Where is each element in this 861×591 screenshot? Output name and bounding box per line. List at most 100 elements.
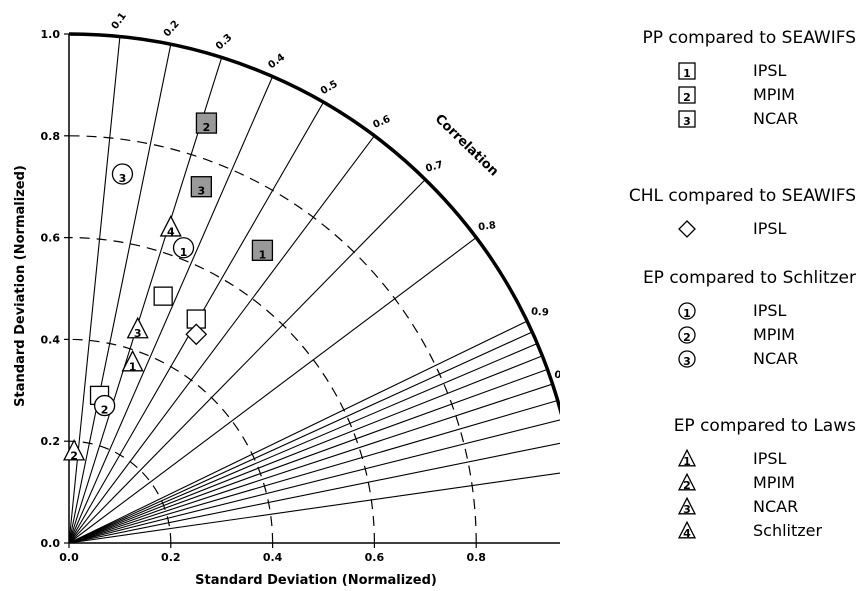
data-point-triangle — [159, 214, 182, 237]
correlation-line — [68, 419, 560, 544]
data-point-label: 4 — [167, 225, 175, 238]
y-axis-label: Standard Deviation (Normalized) — [13, 165, 28, 407]
data-point-label: 3 — [119, 172, 127, 185]
data-point-square-filled — [251, 239, 274, 261]
data-point-circle — [172, 237, 195, 259]
legend-item-label: IPSL — [753, 301, 787, 320]
legend-marker-shape — [678, 302, 696, 320]
legend: PP compared to SEAWIFS 1 IPSL 2 MPIM 3 NCAR CHL… — [560, 0, 860, 591]
correlation-line — [68, 442, 560, 544]
data-point-label: 3 — [134, 327, 142, 340]
data-point-label: 2 — [203, 121, 211, 134]
legend-marker: 1 — [678, 302, 696, 320]
legend-item-label: IPSL — [753, 219, 787, 238]
correlation-label: 0.2 — [162, 19, 182, 40]
legend-group-title: CHL compared to SEAWIFS — [628, 186, 856, 206]
data-point-label: 2 — [70, 449, 78, 462]
legend-marker-shape — [677, 472, 697, 491]
correlation-line — [68, 472, 560, 544]
x-tick-label: 0.8 — [466, 551, 486, 564]
legend-marker-shape — [677, 496, 697, 515]
data-point-square — [153, 286, 173, 306]
x-tick-label: 0.4 — [263, 551, 283, 564]
legend-marker: 2 — [677, 472, 697, 492]
legend-marker: 3 — [678, 110, 696, 128]
correlation-line — [68, 399, 558, 544]
correlation-label: 0.9 — [531, 306, 550, 318]
correlation-label: 0.7 — [424, 159, 444, 174]
data-point-label: 1 — [259, 248, 267, 261]
legend-marker-shape — [677, 520, 697, 539]
legend-marker-shape — [678, 62, 696, 80]
y-tick-label: 0.2 — [41, 435, 61, 448]
correlation-line — [68, 343, 538, 544]
correlation-label: 0.1 — [110, 11, 129, 32]
legend-group-title: PP compared to SEAWIFS — [642, 28, 857, 48]
data-point-square-filled — [195, 112, 218, 134]
correlation-line — [68, 383, 553, 544]
legend-item-label: MPIM — [753, 325, 795, 344]
legend-marker-number: 4 — [683, 527, 691, 540]
legend-marker: 4 — [677, 520, 697, 540]
data-point-triangle — [126, 316, 149, 339]
data-point-triangle — [63, 438, 86, 461]
legend-group-title: EP compared to Schlitzer — [642, 268, 856, 288]
legend-item-label: MPIM — [753, 85, 795, 104]
legend-marker-number: 1 — [683, 455, 691, 468]
y-tick-label: 0.8 — [41, 130, 61, 143]
legend-marker-number: 2 — [683, 479, 691, 492]
correlation-label: 0.95 — [553, 369, 560, 385]
data-point-label: 1 — [129, 360, 137, 373]
legend-marker-shape — [678, 220, 696, 238]
legend-marker-shape — [678, 86, 696, 104]
legend-marker-shape — [678, 110, 696, 128]
data-point-triangle — [121, 349, 144, 372]
correlation-label: 0.3 — [214, 32, 235, 52]
correlation-line — [68, 368, 548, 544]
outer-arc — [68, 32, 560, 416]
std-dev-arc — [68, 135, 477, 544]
legend-item-label: IPSL — [753, 61, 787, 80]
legend-marker-number: 2 — [683, 91, 691, 104]
legend-marker-number: 1 — [683, 67, 691, 80]
correlation-line — [68, 355, 543, 544]
correlation-label: 0.6 — [372, 114, 393, 131]
legend-marker-number: 3 — [683, 503, 691, 516]
correlation-line — [68, 179, 426, 544]
axes-frame — [68, 32, 560, 544]
legend-marker-shape — [678, 350, 696, 368]
data-points: 1 2 3 1 2 3 1 2 3 4 — [63, 112, 274, 462]
legend-item-label: Schlitzer — [753, 521, 823, 540]
legend-marker-number: 1 — [683, 307, 691, 320]
data-point-label: 1 — [180, 246, 188, 259]
legend-marker-number: 3 — [683, 355, 691, 368]
correlation-line — [68, 331, 533, 544]
axis-ticks: 0.00.00.20.20.40.40.60.60.80.81.01.0 — [41, 28, 486, 564]
correlation-lines — [68, 36, 560, 544]
std-dev-arcs — [68, 135, 477, 544]
taylor-diagram: 0.00.00.20.20.40.40.60.60.80.81.01.0 0.1… — [13, 11, 560, 588]
data-point-circle — [111, 163, 134, 185]
legend-item-label: MPIM — [753, 473, 795, 492]
correlation-line — [68, 135, 375, 544]
x-tick-label: 0.6 — [365, 551, 385, 564]
legend-group-title: EP compared to Laws — [673, 416, 856, 436]
legend-marker: 1 — [677, 448, 697, 468]
legend-marker: 3 — [678, 350, 696, 368]
data-point-diamond — [185, 323, 208, 346]
legend-marker-shape — [677, 448, 697, 467]
correlation-line — [68, 76, 274, 544]
std-dev-arc — [68, 237, 375, 544]
legend-marker: 3 — [677, 496, 697, 516]
correlation-line — [68, 44, 172, 544]
y-tick-label: 0.4 — [41, 333, 61, 346]
legend-marker-number: 2 — [683, 331, 691, 344]
y-tick-label: 1.0 — [41, 28, 61, 41]
legend-marker — [678, 220, 696, 238]
legend-item-label: NCAR — [753, 109, 799, 128]
data-point-circle — [93, 394, 116, 417]
legend-item-label: IPSL — [753, 449, 787, 468]
x-tick-label: 0.0 — [59, 551, 79, 564]
legend-item-label: NCAR — [753, 497, 799, 516]
correlation-line — [68, 57, 223, 544]
